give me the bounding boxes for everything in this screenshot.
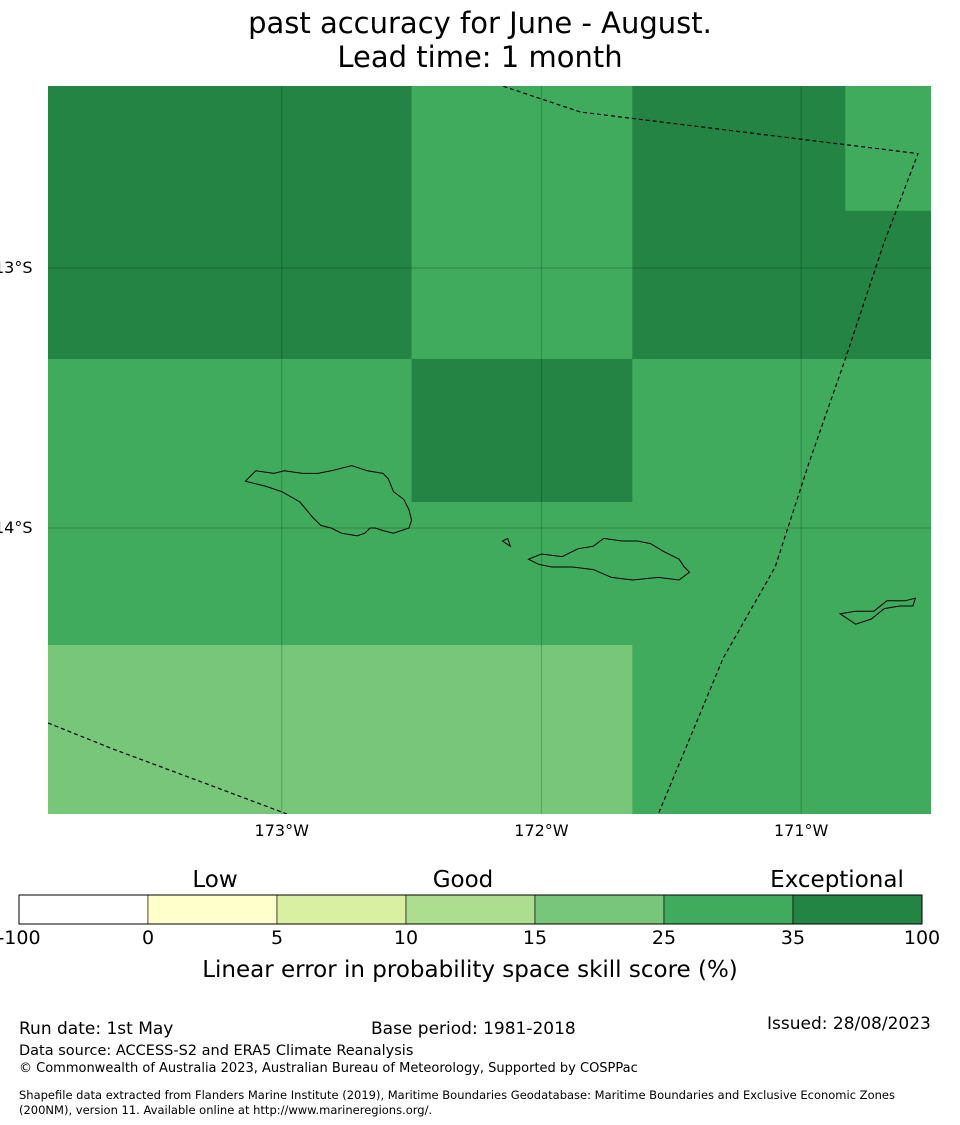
skill-cell	[48, 359, 413, 646]
colorbar-tick-label: -100	[0, 927, 41, 949]
shapefile-credit-line-2: (200NM), version 11. Available online at…	[19, 1103, 433, 1117]
skill-cell	[632, 359, 931, 646]
copyright: © Commonwealth of Australia 2023, Austra…	[19, 1061, 638, 1076]
issued-date: Issued: 28/08/2023	[767, 1014, 931, 1034]
colorbar-tick-label: 10	[393, 927, 419, 949]
title-line-1: past accuracy for June - August.	[248, 6, 712, 40]
data-source: Data source: ACCESS-S2 and ERA5 Climate …	[19, 1043, 414, 1059]
latitude-label: 13°S	[0, 258, 33, 277]
skill-cell	[845, 86, 931, 212]
coastline-savaii	[244, 465, 413, 537]
shapefile-credit-line-1: Shapefile data extracted from Flanders M…	[19, 1088, 895, 1102]
latitude-label: 14°S	[0, 518, 33, 537]
colorbar-good-label: Good	[432, 867, 494, 893]
coastline-manono	[501, 537, 512, 548]
skill-cell	[411, 502, 633, 646]
skill-cell	[632, 86, 846, 360]
colorbar-tick-label: 35	[780, 927, 806, 949]
longitude-label: 171°W	[773, 821, 829, 840]
colorbar-low-label: Low	[192, 867, 238, 893]
run-date: Run date: 1st May	[19, 1019, 174, 1039]
skill-cell	[48, 645, 633, 814]
longitude-label: 173°W	[254, 821, 309, 840]
skill-cell	[411, 359, 633, 503]
colorbar-exceptional-label: Exceptional	[770, 867, 904, 893]
skill-cell	[632, 645, 931, 814]
skill-cell	[48, 86, 413, 360]
skill-cell	[411, 86, 633, 360]
eez-boundary	[48, 722, 288, 814]
map-area	[48, 86, 931, 814]
colorbar-tick-label: 0	[141, 927, 155, 949]
base-period: Base period: 1981-2018	[371, 1019, 576, 1039]
colorbar-tick-label: 25	[651, 927, 677, 949]
coastline-upolu	[527, 537, 691, 581]
colorbar-axis-label: Linear error in probability space skill …	[202, 957, 738, 983]
colorbar-tick-label: 100	[903, 927, 941, 949]
eez-boundary	[500, 86, 919, 814]
skill-cell	[845, 210, 931, 360]
title-line-2: Lead time: 1 month	[337, 40, 623, 74]
coastline-tutuila	[838, 597, 917, 625]
longitude-label: 172°W	[514, 821, 569, 840]
colorbar-tick-label: 5	[270, 927, 284, 949]
colorbar-tick-label: 15	[522, 927, 548, 949]
